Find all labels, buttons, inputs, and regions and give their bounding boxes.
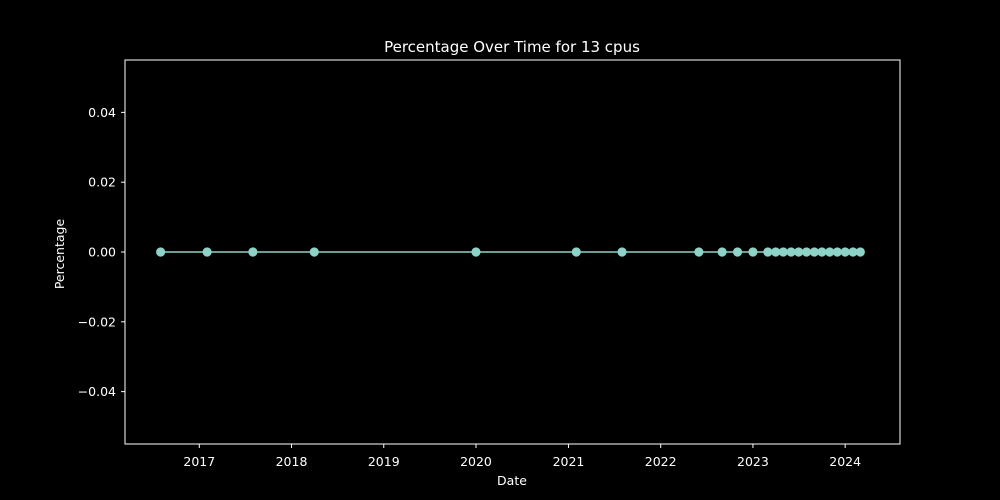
x-tick-label: 2019 [368,454,400,469]
data-point [571,247,581,257]
data-point [855,247,865,257]
plot-frame [124,59,901,445]
data-point [309,247,319,257]
data-point [202,247,212,257]
x-axis-label: Date [497,473,527,488]
data-point [794,247,804,257]
data-point [817,247,827,257]
y-tick-label: −0.04 [78,384,116,399]
y-tick-label: −0.02 [78,314,116,329]
data-point [778,247,788,257]
data-point [732,247,743,257]
data-point [748,247,758,257]
data-point [825,247,835,257]
y-tick-label: 0.00 [88,245,116,260]
x-tick-label: 2023 [737,454,769,469]
chart-title: Percentage Over Time for 13 cpus [384,38,640,56]
x-tick-label: 2024 [829,454,861,469]
x-tick-label: 2021 [553,454,585,469]
y-tick-label: 0.04 [88,105,116,120]
data-point [809,247,819,257]
x-tick-label: 2022 [645,454,677,469]
data-point [617,247,627,257]
data-point [694,247,704,257]
data-point [832,247,842,257]
data-point [248,247,258,257]
data-point [471,247,481,257]
x-tick-label: 2018 [276,454,308,469]
data-point [717,247,727,257]
x-tick-label: 2017 [183,454,215,469]
data-point [848,247,858,257]
x-tick-label: 2020 [460,454,492,469]
data-point [763,247,773,257]
data-point [156,247,166,257]
data-point [801,247,812,257]
y-tick-label: 0.02 [88,175,116,190]
data-point [771,247,781,257]
data-point [786,247,796,257]
plot-area: −0.04 −0.02 0.00 0.02 0.04 2017 2018 2019 2020 20… [78,105,865,469]
y-axis-label: Percentage [52,219,67,290]
data-point [840,247,850,257]
